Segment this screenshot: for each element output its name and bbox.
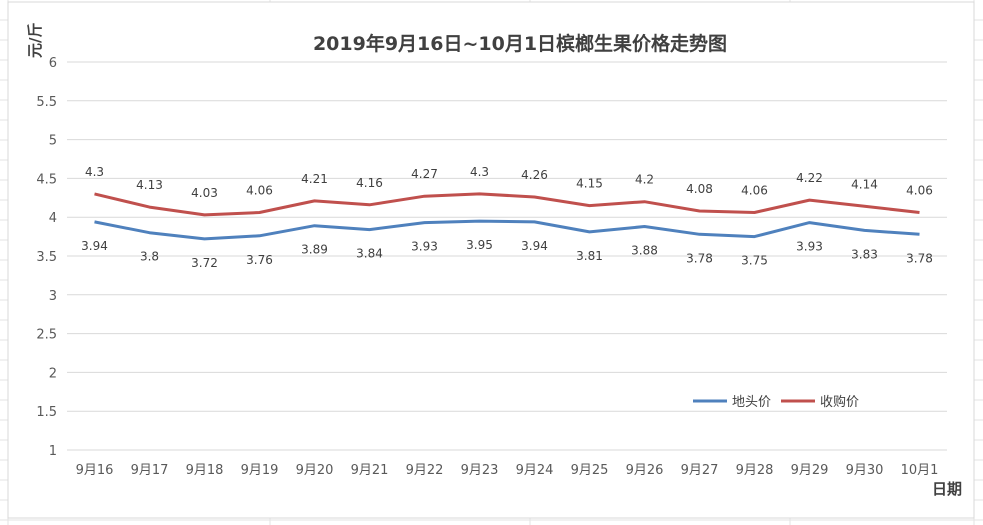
- data-label: 4.06: [246, 184, 273, 198]
- data-label: 3.75: [741, 254, 768, 268]
- data-label: 3.94: [81, 239, 108, 253]
- data-label: 4.14: [851, 177, 878, 191]
- x-tick-label: 9月18: [186, 463, 224, 478]
- x-tick-label: 9月30: [846, 463, 884, 478]
- data-label: 4.06: [741, 184, 768, 198]
- y-axis-title: 元/斤: [26, 23, 44, 58]
- x-tick-label: 9月19: [241, 463, 279, 478]
- y-tick-label: 4.5: [36, 172, 57, 187]
- data-label: 3.83: [851, 247, 878, 261]
- x-tick-label: 9月24: [516, 463, 554, 478]
- data-label: 3.88: [631, 244, 658, 258]
- data-label: 3.93: [411, 240, 438, 254]
- x-axis-ticks: 9月16 9月17 9月18 9月19 9月20 9月21 9月22 9月23 9月24 9月25…: [76, 463, 939, 478]
- series-lines: [94, 192, 920, 241]
- data-label: 3.84: [356, 247, 383, 261]
- x-tick-label: 10月1: [901, 463, 939, 478]
- data-label: 4.3: [85, 165, 104, 179]
- data-label: 3.94: [521, 239, 548, 253]
- plot-gridlines: [67, 61, 947, 451]
- x-tick-label: 9月17: [131, 463, 169, 478]
- data-label: 4.13: [136, 178, 163, 192]
- legend-label-ground-price: 地头价: [732, 395, 771, 410]
- legend[interactable]: 地头价 收购价: [693, 394, 859, 410]
- x-tick-label: 9月29: [791, 463, 829, 478]
- data-label: 4.22: [796, 171, 823, 185]
- data-label: 3.81: [576, 249, 603, 263]
- chart-title: 2019年9月16日~10月1日槟榔生果价格走势图: [313, 32, 727, 55]
- data-label: 3.8: [140, 250, 159, 264]
- x-tick-label: 9月26: [626, 463, 664, 478]
- data-label: 3.93: [796, 240, 823, 254]
- data-label: 4.15: [576, 177, 603, 191]
- data-label: 3.89: [301, 243, 328, 257]
- data-label: 4.21: [301, 172, 328, 186]
- data-label: 4.26: [521, 168, 548, 182]
- y-tick-label: 6: [49, 56, 57, 71]
- x-tick-label: 9月22: [406, 463, 444, 478]
- data-label: 4.2: [635, 173, 654, 187]
- data-label: 3.72: [191, 256, 218, 270]
- x-tick-label: 9月25: [571, 463, 609, 478]
- data-label: 3.78: [686, 251, 713, 265]
- x-tick-label: 9月20: [296, 463, 334, 478]
- y-tick-label: 2.5: [36, 328, 57, 343]
- data-label: 3.76: [246, 253, 273, 267]
- legend-label-purchase-price: 收购价: [820, 394, 859, 410]
- data-label: 3.95: [466, 238, 493, 252]
- data-label: 3.78: [906, 251, 933, 265]
- x-tick-label: 9月28: [736, 463, 774, 478]
- data-label: 4.16: [356, 176, 383, 190]
- y-tick-label: 3: [49, 289, 57, 304]
- y-tick-label: 2: [49, 366, 57, 381]
- data-label: 4.06: [906, 184, 933, 198]
- chart-area[interactable]: [7, 1, 975, 519]
- y-tick-label: 3.5: [36, 250, 57, 265]
- y-tick-label: 5: [49, 134, 57, 149]
- x-tick-label: 9月23: [461, 463, 499, 478]
- series-line[interactable]: [94, 192, 920, 217]
- y-tick-label: 1: [49, 444, 57, 459]
- data-labels: 3.94 3.8 3.72 3.76 3.89 3.84 3.93 3.95 3.94 3.81 3…: [81, 165, 933, 270]
- series-line[interactable]: [94, 219, 920, 241]
- x-tick-label: 9月27: [681, 463, 719, 478]
- y-axis-ticks: 1 1.5 2 2.5 3 3.5 4 4.5 5 5.5 6: [36, 56, 57, 459]
- data-label: 4.03: [191, 186, 218, 200]
- y-tick-label: 5.5: [36, 95, 57, 110]
- data-label: 4.08: [686, 182, 713, 196]
- data-label: 4.3: [470, 165, 489, 179]
- x-tick-label: 9月16: [76, 463, 114, 478]
- data-label: 4.27: [411, 167, 438, 181]
- y-tick-label: 4: [49, 211, 57, 226]
- x-tick-label: 9月21: [351, 463, 389, 478]
- y-tick-label: 1.5: [36, 405, 57, 420]
- x-axis-title: 日期: [932, 480, 962, 498]
